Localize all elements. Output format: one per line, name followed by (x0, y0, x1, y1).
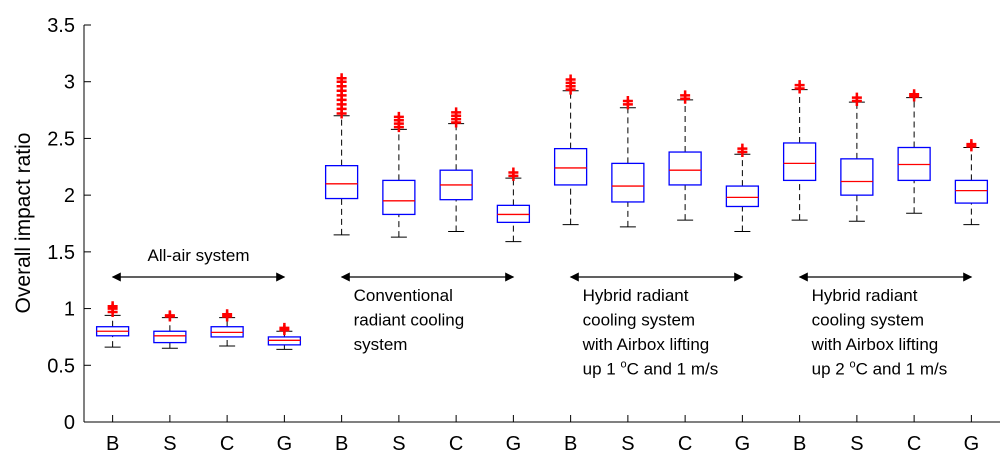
box (840, 158, 874, 196)
outlier (393, 111, 404, 122)
group-label-part: C and 1 m/s (627, 360, 719, 379)
group-label: Hybrid radiant (583, 286, 689, 305)
x-tick-label: B (564, 433, 577, 455)
x-tick-label: G (277, 433, 293, 455)
y-tick-label: 3.5 (47, 15, 75, 37)
group-label: Conventional (354, 286, 453, 305)
outlier (794, 80, 805, 91)
group-label: with Airbox lifting (582, 335, 710, 354)
box (153, 330, 187, 344)
y-tick-label: 1 (64, 299, 75, 321)
y-tick-label: 0 (64, 412, 75, 434)
group-label-part: C and 1 m/s (856, 360, 948, 379)
box (782, 142, 817, 182)
x-tick-label: G (735, 433, 751, 455)
group-label: up 2 oC and 1 m/s (812, 359, 948, 379)
group-label: radiant cooling (354, 311, 465, 330)
y-tick-label: 2.5 (47, 128, 75, 150)
box (611, 162, 645, 203)
group-label-part: o (849, 359, 855, 371)
outlier (966, 139, 977, 150)
group-label: cooling system (583, 311, 695, 330)
outlier (565, 74, 576, 85)
x-tick-label: B (106, 433, 119, 455)
box (382, 179, 416, 216)
outlier (222, 309, 233, 320)
x-tick-label: C (907, 433, 921, 455)
outlier (164, 310, 175, 321)
group-label-part: o (620, 359, 626, 371)
box (668, 151, 702, 186)
box (324, 165, 359, 200)
x-tick-label: S (850, 433, 863, 455)
group-label: system (354, 335, 408, 354)
outlier (622, 95, 633, 106)
y-tick-label: 1.5 (47, 242, 75, 264)
y-tick-label: 2 (64, 185, 75, 207)
outlier (909, 89, 920, 100)
x-tick-label: C (220, 433, 234, 455)
box (725, 185, 760, 208)
y-axis-label: Overall impact ratio (12, 133, 35, 314)
x-tick-label: S (163, 433, 176, 455)
outlier (279, 322, 290, 333)
x-tick-label: C (449, 433, 463, 455)
outlier (737, 143, 748, 154)
outlier (851, 92, 862, 103)
x-tick-label: G (964, 433, 980, 455)
outlier (107, 301, 118, 312)
group-label: Hybrid radiant (812, 286, 918, 305)
y-tick-label: 0.5 (47, 355, 75, 377)
box (954, 179, 989, 204)
group-label-part: up 1 (583, 360, 621, 379)
outlier (451, 107, 462, 118)
x-tick-label: B (335, 433, 348, 455)
x-tick-label: G (506, 433, 522, 455)
box (553, 147, 588, 186)
x-tick-label: S (621, 433, 634, 455)
group-label: cooling system (812, 311, 924, 330)
y-tick-label: 3 (64, 72, 75, 94)
x-tick-label: C (678, 433, 692, 455)
outlier (336, 73, 347, 84)
group-label: All-air system (147, 246, 249, 265)
outlier (508, 167, 519, 178)
x-tick-label: S (392, 433, 405, 455)
group-label-part: up 2 (812, 360, 850, 379)
x-tick-label: B (793, 433, 806, 455)
group-label: up 1 oC and 1 m/s (583, 359, 719, 379)
outlier (680, 90, 691, 101)
group-label: with Airbox lifting (811, 335, 939, 354)
